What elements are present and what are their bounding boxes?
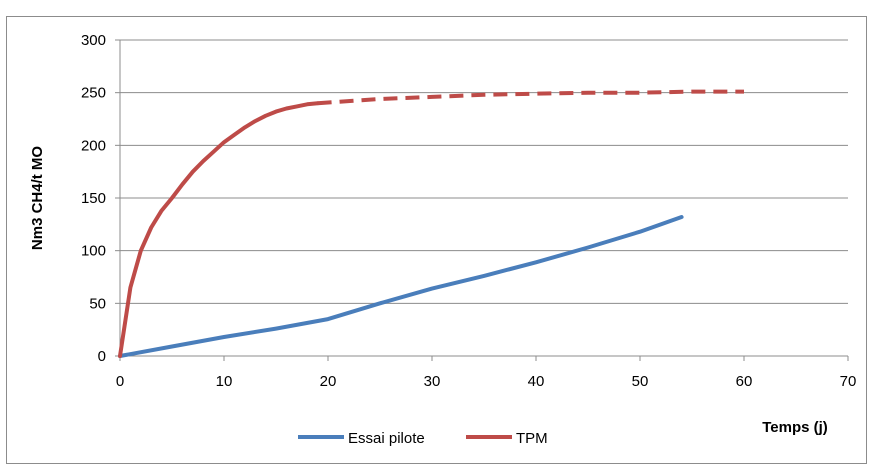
y-tick-label: 100 bbox=[81, 243, 106, 260]
series-line-essai-pilote bbox=[118, 215, 684, 358]
x-tick-label: 70 bbox=[840, 373, 857, 390]
legend-label-tpm: TPM bbox=[516, 430, 548, 447]
x-tick-label: 10 bbox=[216, 373, 233, 390]
y-tick-label: 200 bbox=[81, 137, 106, 154]
y-tick-label: 0 bbox=[98, 348, 106, 365]
x-tick-label: 40 bbox=[528, 373, 545, 390]
legend-label-essai-pilote: Essai pilote bbox=[348, 430, 425, 447]
gridlines bbox=[120, 39, 848, 304]
series-line-tpm bbox=[118, 101, 320, 358]
series-line-tpm-dashed bbox=[317, 89, 744, 106]
y-tick-labels: 0 50 100 150 200 250 300 bbox=[81, 32, 106, 365]
x-tick-label: 30 bbox=[424, 373, 441, 390]
x-tick-label: 20 bbox=[320, 373, 337, 390]
y-tick-label: 300 bbox=[81, 32, 106, 49]
legend: Essai pilote TPM bbox=[298, 430, 548, 447]
series-lines bbox=[118, 89, 744, 358]
x-tick-label: 0 bbox=[116, 373, 124, 390]
y-tick-label: 50 bbox=[89, 295, 106, 312]
x-tick-label: 60 bbox=[736, 373, 753, 390]
y-tick-label: 150 bbox=[81, 190, 106, 207]
y-tick-label: 250 bbox=[81, 85, 106, 102]
x-tick-labels: 0 10 20 30 40 50 60 70 bbox=[116, 373, 857, 390]
x-axis-title: Temps (j) bbox=[762, 419, 828, 436]
y-axis-title: Nm3 CH4/t MO bbox=[29, 146, 46, 251]
x-tick-label: 50 bbox=[632, 373, 649, 390]
axes bbox=[115, 39, 849, 361]
